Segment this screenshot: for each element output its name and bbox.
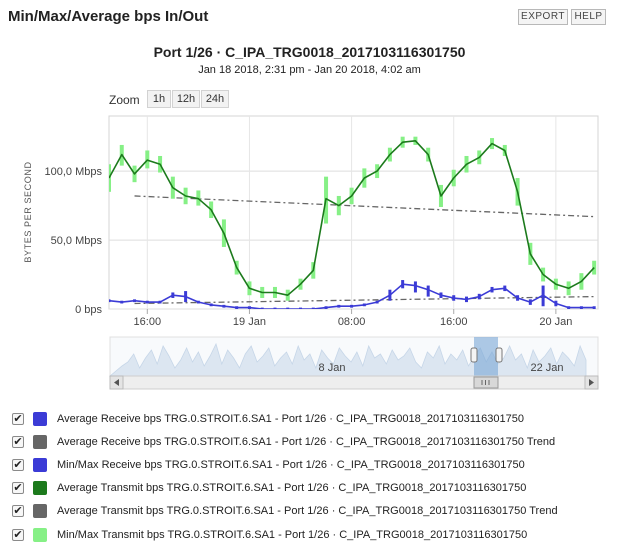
- legend-item[interactable]: ✔ Min/Max Transmit bps TRG.0.STROIT.6.SA…: [12, 523, 612, 546]
- y-tick-label: 50,0 Mbps: [51, 235, 103, 247]
- legend-label: Min/Max Transmit bps TRG.0.STROIT.6.SA1 …: [57, 528, 528, 541]
- zoom-label: Zoom: [109, 93, 140, 107]
- legend-label: Average Transmit bps TRG.0.STROIT.6.SA1 …: [57, 505, 558, 518]
- navigator-selection[interactable]: [474, 337, 498, 376]
- x-tick-label: 08:00: [338, 316, 366, 328]
- x-tick-label: 20 Jan: [539, 316, 572, 328]
- y-tick-label: 0 bps: [75, 304, 102, 316]
- navigator-date-label: 22 Jan: [530, 362, 563, 374]
- x-tick-label: 16:00: [134, 316, 162, 328]
- zoom-24h-button[interactable]: 24h: [201, 90, 229, 108]
- legend-checkbox[interactable]: ✔: [12, 412, 24, 425]
- legend-checkbox[interactable]: ✔: [12, 482, 24, 495]
- legend-swatch: [33, 481, 47, 496]
- legend-swatch: [33, 504, 47, 519]
- scroll-right-icon: [589, 379, 594, 386]
- legend-swatch: [33, 527, 47, 542]
- legend-checkbox[interactable]: ✔: [12, 528, 24, 541]
- minmax-receive-bar: [413, 281, 417, 293]
- legend-item[interactable]: ✔ Average Receive bps TRG.0.STROIT.6.SA1…: [12, 430, 612, 453]
- plot-series-group: [109, 136, 597, 309]
- legend-swatch: [33, 411, 47, 426]
- help-button[interactable]: HELP: [571, 9, 606, 25]
- chart-title: Port 1/26 · C_IPA_TRG0018_20171031163017…: [153, 44, 466, 60]
- bandwidth-chart: BYTES PER SECOND 0 bps 50,0 Mbps 100,0 Mbp…: [23, 115, 599, 390]
- legend-swatch: [33, 457, 47, 472]
- navigator-date-label: 8 Jan: [319, 362, 346, 374]
- legend-checkbox[interactable]: ✔: [12, 505, 24, 518]
- navigator-right-handle[interactable]: [495, 347, 503, 363]
- panel-title: Min/Max/Average bps In/Out: [8, 8, 209, 25]
- legend-swatch: [33, 434, 47, 449]
- scroll-left-icon: [114, 379, 119, 386]
- chart-subtitle: Jan 18 2018, 2:31 pm - Jan 20 2018, 4:02…: [198, 64, 421, 76]
- legend-label: Average Receive bps TRG.0.STROIT.6.SA1 -…: [57, 412, 524, 425]
- plot-area: [108, 115, 599, 310]
- legend-item[interactable]: ✔ Average Receive bps TRG.0.STROIT.6.SA1…: [12, 407, 612, 430]
- grid-layer: [108, 115, 599, 310]
- navigator: 8 Jan 22 Jan: [108, 336, 599, 390]
- minmax-receive-bar: [426, 285, 430, 297]
- legend-label: Min/Max Receive bps TRG.0.STROIT.6.SA1 -…: [57, 458, 525, 471]
- navigator-series: [108, 342, 587, 377]
- legend-label: Average Receive bps TRG.0.STROIT.6.SA1 -…: [57, 435, 556, 448]
- average-transmit-line: [109, 140, 595, 297]
- average-receive-line: [109, 283, 595, 309]
- legend-item[interactable]: ✔ Average Transmit bps TRG.0.STROIT.6.SA…: [12, 500, 612, 523]
- scrollbar-track[interactable]: [109, 375, 599, 390]
- x-tick-label: 19 Jan: [233, 316, 266, 328]
- zoom-12h-button[interactable]: 12h: [172, 90, 200, 108]
- legend-item[interactable]: ✔ Average Transmit bps TRG.0.STROIT.6.SA…: [12, 477, 612, 500]
- minmax-transmit-bar: [109, 164, 111, 192]
- navigator-left-handle[interactable]: [470, 347, 478, 363]
- legend-checkbox[interactable]: ✔: [12, 435, 24, 448]
- trend-line: [134, 195, 595, 218]
- zoom-1h-button[interactable]: 1h: [147, 90, 171, 108]
- x-tick-label: 16:00: [440, 316, 468, 328]
- legend-checkbox[interactable]: ✔: [12, 458, 24, 471]
- legend-label: Average Transmit bps TRG.0.STROIT.6.SA1 …: [57, 482, 527, 495]
- legend-item[interactable]: ✔ Min/Max Receive bps TRG.0.STROIT.6.SA1…: [12, 453, 612, 476]
- y-tick-label: 100,0 Mbps: [45, 166, 103, 178]
- legend: ✔ Average Receive bps TRG.0.STROIT.6.SA1…: [12, 407, 612, 546]
- y-axis-label: BYTES PER SECOND: [23, 161, 33, 262]
- export-button[interactable]: EXPORT: [518, 9, 568, 25]
